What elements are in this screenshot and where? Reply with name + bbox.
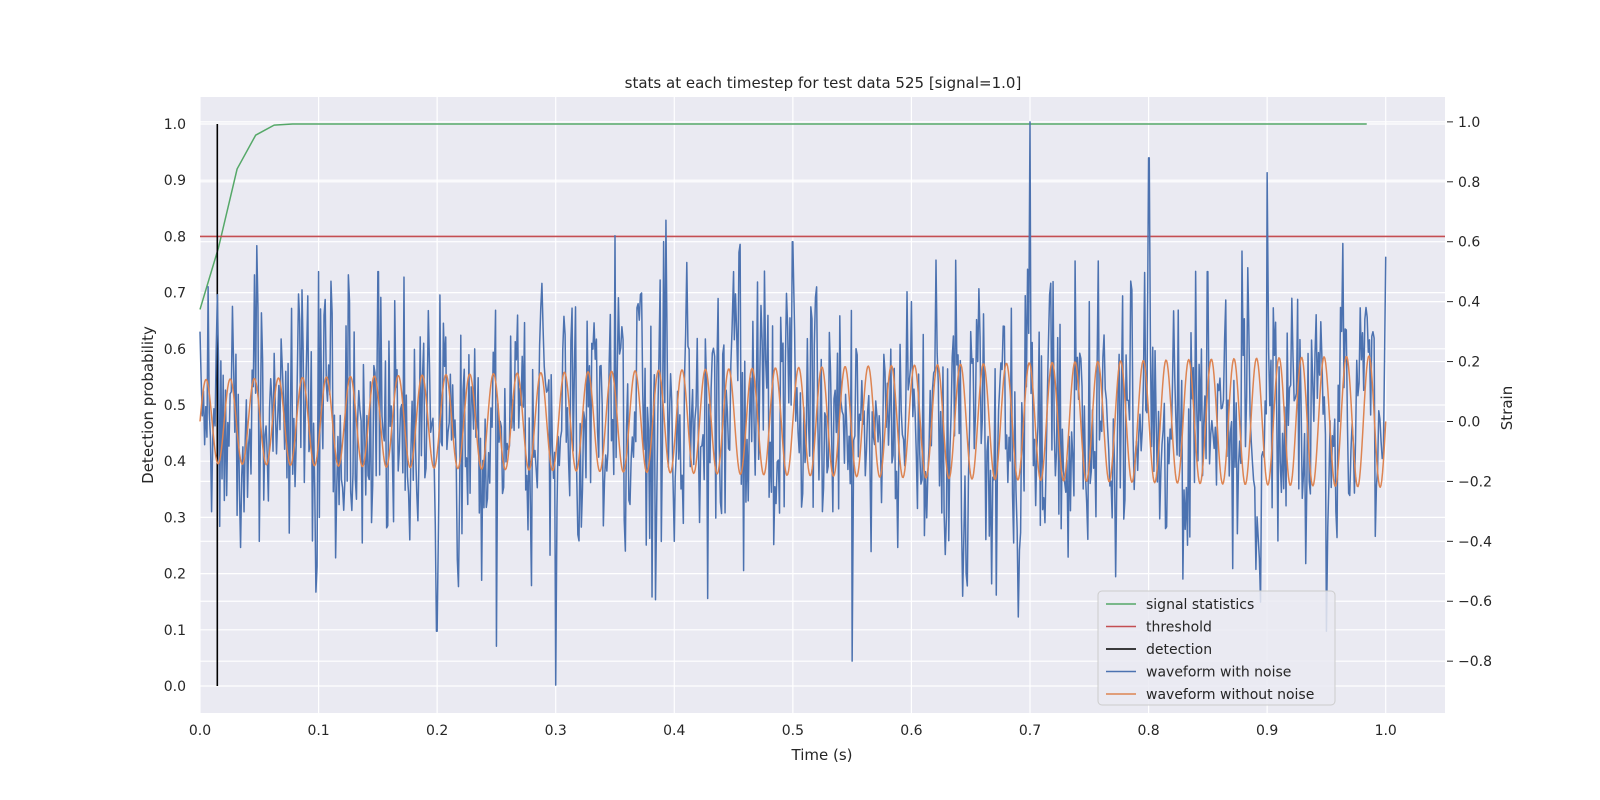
y2-tick-label: 0.8 — [1458, 175, 1480, 191]
y-tick-label: 1.0 — [164, 117, 186, 133]
y-tick-label: 0.4 — [164, 454, 186, 470]
x-tick-label: 0.4 — [663, 723, 685, 739]
y-tick-label: 0.2 — [164, 567, 186, 583]
y-tick-label: 0.6 — [164, 342, 186, 358]
y-tick-label: 0.0 — [164, 679, 186, 695]
legend: signal statistics threshold detection wavef… — [1097, 590, 1336, 706]
legend-label: detection — [1146, 642, 1212, 658]
x-tick-label: 0.5 — [782, 723, 804, 739]
x-tick-label: 0.2 — [426, 723, 448, 739]
y2-tick-label: 1.0 — [1458, 115, 1480, 131]
y2-tick-label: −0.4 — [1458, 534, 1492, 550]
x-tick-label: 0.3 — [545, 723, 567, 739]
series-layer — [199, 121, 1445, 687]
x-axis-label: Time (s) — [791, 746, 853, 764]
legend-label: signal statistics — [1146, 597, 1254, 613]
y-axis-label: Detection probability — [139, 326, 157, 484]
series-line-signal-statistics — [199, 123, 1367, 310]
series-line-waveform-with-noise — [199, 121, 1387, 686]
legend-label: waveform with noise — [1146, 665, 1291, 681]
x-tick-label: 0.0 — [189, 723, 211, 739]
x-tick-label: 1.0 — [1375, 723, 1397, 739]
x-tick-label: 0.9 — [1256, 723, 1278, 739]
y2-tick-label: 0.4 — [1458, 295, 1480, 311]
y-tick-label: 0.5 — [164, 398, 186, 414]
y-tick-label: 0.8 — [164, 229, 186, 245]
chart-title: stats at each timestep for test data 525… — [625, 74, 1022, 92]
x-tick-label: 0.1 — [307, 723, 329, 739]
y2-tick-label: 0.6 — [1458, 235, 1480, 251]
y-tick-label: 0.3 — [164, 510, 186, 526]
y2-tick-label: 0.0 — [1458, 414, 1480, 430]
y-tick-label: 0.7 — [164, 286, 186, 302]
y2-tick-label: 0.2 — [1458, 355, 1480, 371]
y-tick-label: 0.1 — [164, 623, 186, 639]
x-tick-label: 0.7 — [1019, 723, 1041, 739]
x-tick-label: 0.6 — [900, 723, 922, 739]
legend-label: threshold — [1146, 620, 1212, 636]
y-tick-label: 0.9 — [164, 173, 186, 189]
legend-box — [1097, 590, 1336, 706]
axes: 0.0 0.1 0.2 0.3 0.4 0.5 0.6 0.7 0.8 0.9 1.0 0.0 0.1 0… — [164, 115, 1492, 739]
y2-tick-label: −0.6 — [1458, 594, 1492, 610]
series-line-waveform-without-noise — [199, 355, 1387, 489]
y2-tick-label: −0.8 — [1458, 654, 1492, 670]
x-tick-label: 0.8 — [1137, 723, 1159, 739]
y2-axis-label: Strain — [1498, 386, 1516, 430]
y2-tick-label: −0.2 — [1458, 474, 1492, 490]
legend-label: waveform without noise — [1146, 687, 1314, 703]
